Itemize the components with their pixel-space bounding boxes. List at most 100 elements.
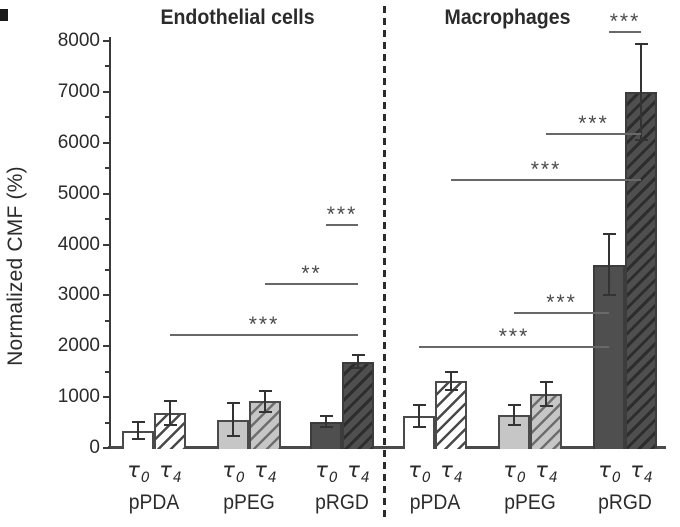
panel-title-macrophages: Macrophages	[444, 6, 571, 29]
tau-symbol: τ	[408, 458, 421, 482]
error-bar-cap	[444, 370, 458, 373]
significance-label: **	[301, 261, 322, 285]
significance-label: ***	[498, 324, 530, 348]
x-group-label: pPEG	[223, 491, 275, 514]
error-bar-cap	[351, 353, 365, 356]
significance-line	[451, 178, 641, 181]
tau-subscript: 4	[643, 470, 653, 486]
y-minor-tick	[105, 421, 110, 424]
significance-line	[514, 312, 609, 315]
panel-title-endothelial: Endothelial cells	[160, 6, 315, 29]
x-tau-label: τ4	[529, 458, 563, 486]
tau-subscript: 4	[267, 470, 277, 486]
tau-symbol: τ	[127, 458, 140, 482]
y-tick	[103, 396, 110, 399]
x-tau-label: τ4	[624, 458, 658, 486]
y-tick	[103, 40, 110, 42]
x-tau-label: τ4	[341, 458, 375, 486]
y-tick-label: 2000	[57, 335, 100, 357]
tau-symbol: τ	[254, 458, 267, 482]
x-group-label: pRGD	[598, 491, 652, 514]
y-tick	[103, 447, 110, 449]
bar	[435, 380, 467, 449]
tau-symbol: τ	[630, 458, 643, 482]
tau-symbol: τ	[535, 458, 548, 482]
x-tau-label: τ0	[121, 458, 155, 486]
y-tick	[103, 141, 110, 144]
error-bar	[357, 354, 359, 369]
x-group-label: pPEG	[504, 491, 556, 514]
error-bar	[608, 234, 610, 296]
error-bar-cap	[507, 424, 521, 427]
bar	[625, 91, 657, 449]
y-axis-label: Normalized CMF (%)	[4, 166, 27, 366]
y-axis	[109, 37, 111, 449]
tau-subscript: 0	[140, 470, 150, 486]
y-tick	[103, 90, 110, 93]
y-minor-tick	[105, 218, 110, 221]
x-tau-label: τ0	[402, 458, 436, 486]
significance-label: ***	[248, 313, 280, 337]
x-tau-label: τ4	[434, 458, 468, 486]
tau-subscript: 4	[548, 470, 558, 486]
error-bar-cap	[131, 438, 145, 441]
tau-subscript: 4	[360, 470, 370, 486]
error-bar	[169, 401, 171, 425]
significance-label: ***	[578, 111, 609, 135]
error-bar	[232, 403, 234, 436]
error-bar-cap	[444, 389, 458, 391]
significance-label: ***	[609, 9, 641, 33]
significance-line	[419, 345, 609, 348]
error-bar-cap	[539, 380, 553, 383]
y-tick-label: 4000	[57, 233, 100, 255]
tau-subscript: 0	[516, 470, 526, 486]
error-bar-cap	[258, 389, 272, 392]
y-tick	[103, 345, 110, 348]
error-bar	[418, 405, 420, 427]
y-tick-label: 5000	[57, 182, 100, 204]
tau-symbol: τ	[222, 458, 235, 482]
error-bar-cap	[634, 139, 648, 142]
bar	[342, 361, 374, 449]
y-minor-tick	[105, 167, 110, 170]
error-bar-cap	[412, 425, 426, 428]
x-tau-label: τ0	[216, 458, 250, 486]
y-minor-tick	[105, 319, 110, 322]
error-bar-cap	[634, 42, 648, 45]
tau-symbol: τ	[598, 458, 611, 482]
significance-line	[609, 30, 641, 33]
y-tick-label: 7000	[57, 80, 100, 102]
x-tau-label: τ4	[153, 458, 187, 486]
x-tau-label: τ0	[309, 458, 343, 486]
tau-subscript: 4	[453, 470, 463, 486]
tau-symbol: τ	[159, 458, 172, 482]
y-tick-label: 6000	[57, 131, 100, 153]
error-bar-cap	[226, 434, 240, 437]
significance-line	[265, 282, 358, 285]
tau-subscript: 0	[235, 470, 245, 486]
error-bar-cap	[163, 400, 177, 403]
x-group-label: pPDA	[409, 491, 461, 514]
y-minor-tick	[105, 268, 110, 271]
error-bar-cap	[412, 404, 426, 407]
x-axis	[108, 446, 666, 449]
tau-symbol: τ	[315, 458, 328, 482]
y-minor-tick	[105, 370, 110, 373]
significance-label: ***	[326, 202, 358, 226]
error-bar	[264, 390, 266, 412]
y-minor-tick	[105, 65, 110, 68]
significance-label: ***	[546, 291, 577, 315]
y-tick	[103, 243, 110, 246]
significance-line	[170, 334, 358, 337]
y-tick	[103, 294, 110, 297]
x-group-label: pPDA	[128, 491, 180, 514]
tau-subscript: 0	[421, 470, 431, 486]
y-tick-label: 3000	[57, 284, 100, 306]
x-tau-label: τ0	[592, 458, 626, 486]
tau-symbol: τ	[440, 458, 453, 482]
error-bar-cap	[602, 233, 616, 236]
scan-artifact	[0, 9, 8, 21]
y-tick-label: 1000	[57, 386, 100, 408]
error-bar	[545, 381, 547, 407]
